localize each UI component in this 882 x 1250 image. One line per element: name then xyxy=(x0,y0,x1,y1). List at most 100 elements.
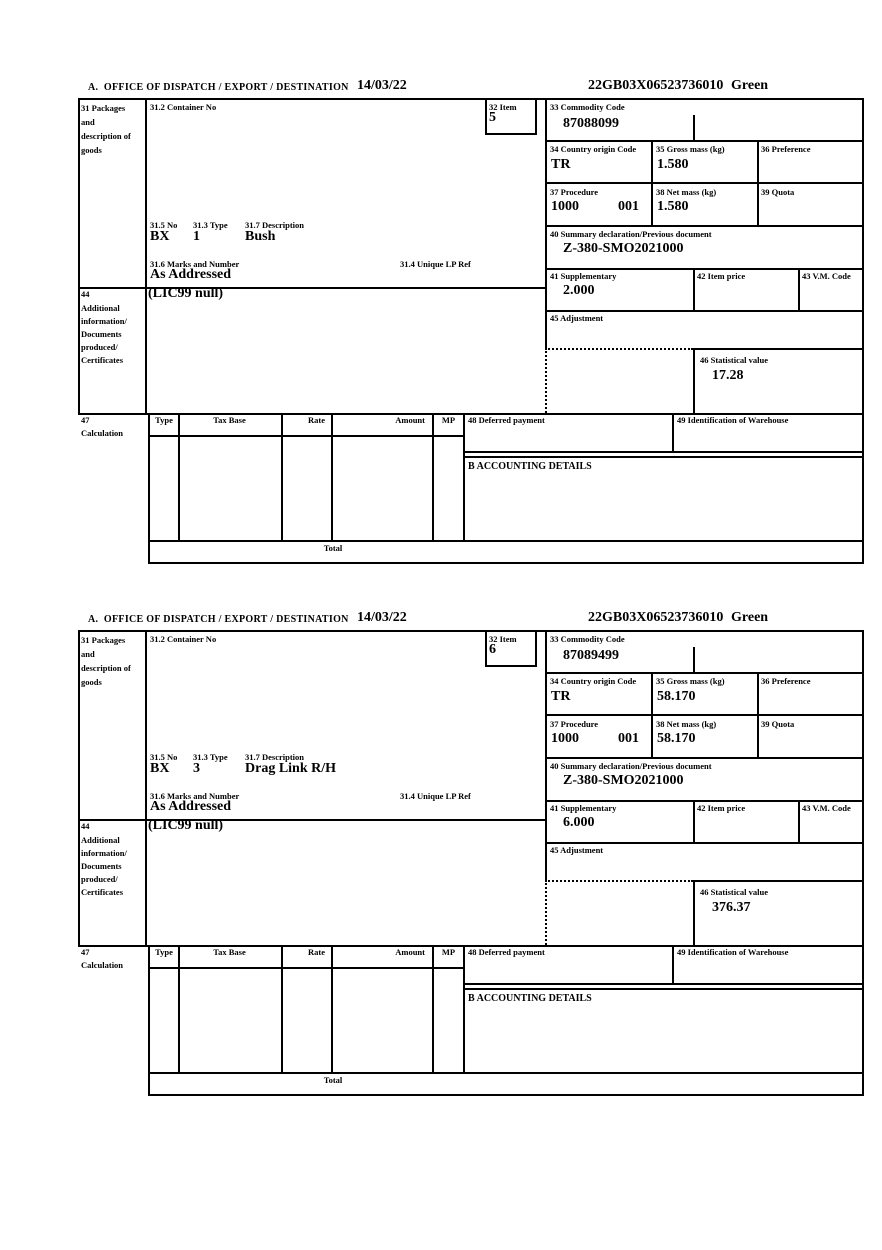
divider-line xyxy=(148,413,150,542)
box44-number: 44 xyxy=(81,289,90,299)
routing-channel: Green xyxy=(731,610,769,625)
accounting-details-label: B ACCOUNTING DETAILS xyxy=(468,461,592,472)
divider-line xyxy=(651,672,653,759)
box35-gross-mass-value: 1.580 xyxy=(657,157,689,172)
calc-col-type: Type xyxy=(155,947,173,957)
divider-line xyxy=(485,98,487,135)
divider-line xyxy=(545,268,864,270)
box47-calculation-label: Calculation xyxy=(81,960,124,970)
box42-item-price-label: 42 Item price xyxy=(697,803,746,813)
calc-col-amount: Amount xyxy=(395,947,425,957)
box33-commodity-value: 87088099 xyxy=(563,116,619,131)
calc-col-tax-base: Tax Base xyxy=(213,415,246,425)
box37-procedure-value: 1000 xyxy=(551,199,579,214)
calc-col-mp: MP xyxy=(441,947,456,957)
movement-reference-number: 22GB03X06523736010 xyxy=(588,610,724,625)
divider-line xyxy=(148,435,465,437)
box43-vm-code-label: 43 V.M. Code xyxy=(802,271,851,281)
box35-gross-mass-label: 35 Gross mass (kg) xyxy=(656,144,725,154)
declaration-date: 14/03/22 xyxy=(357,610,407,625)
box31-6-marks-label: 31.6 Marks and Number xyxy=(150,791,240,801)
divider-line xyxy=(331,945,333,1074)
office-of-dispatch-label: A. OFFICE OF DISPATCH / EXPORT / DESTINA… xyxy=(88,82,349,93)
box38-net-mass-label: 38 Net mass (kg) xyxy=(656,187,717,197)
box42-item-price-label: 42 Item price xyxy=(697,271,746,281)
divider-line xyxy=(545,842,864,844)
box44-additional-info-value: (LIC99 null) xyxy=(148,818,224,833)
divider-line xyxy=(545,140,864,142)
box40-previous-doc-value: Z-380-SMO2021000 xyxy=(563,773,684,788)
divider-line xyxy=(757,140,759,227)
box44-number: 44 xyxy=(81,821,90,831)
box39-quota-label: 39 Quota xyxy=(761,187,795,197)
divider-line xyxy=(693,880,695,947)
box45-adjustment-label: 45 Adjustment xyxy=(550,313,604,323)
divider-line xyxy=(485,630,487,667)
office-of-dispatch-label: A. OFFICE OF DISPATCH / EXPORT / DESTINA… xyxy=(88,614,349,625)
divider-line xyxy=(78,98,80,415)
box31-packages-label: 31 Packages and description of goods xyxy=(81,635,131,687)
box46-statistical-label: 46 Statistical value xyxy=(700,355,768,365)
divider-line xyxy=(862,98,864,564)
divider-line xyxy=(331,413,333,542)
box31-2-container-label: 31.2 Container No xyxy=(150,634,217,644)
box33-commodity-value: 87089499 xyxy=(563,648,619,663)
box34-origin-value: TR xyxy=(551,157,571,172)
box31-3-type-value: 1 xyxy=(193,229,200,244)
divider-line xyxy=(145,630,147,947)
box47-number: 47 xyxy=(81,947,90,957)
dotted-divider-line xyxy=(545,348,547,413)
box40-previous-doc-label: 40 Summary declaration/Previous document xyxy=(550,229,712,239)
box31-6-marks-value: As Addressed xyxy=(150,267,232,282)
box37-procedure-value2: 001 xyxy=(618,199,639,214)
box38-net-mass-value: 1.580 xyxy=(657,199,689,214)
box31-6-marks-value: As Addressed xyxy=(150,799,232,814)
divider-line xyxy=(463,413,465,542)
box49-warehouse-label: 49 Identification of Warehouse xyxy=(677,947,789,957)
divider-line xyxy=(672,945,674,985)
divider-line xyxy=(148,967,465,969)
dotted-divider-line xyxy=(545,880,693,882)
divider-line xyxy=(178,945,180,1074)
box44-additional-info-label: Additional information/ Documents produc… xyxy=(81,303,127,365)
box31-2-container-label: 31.2 Container No xyxy=(150,102,217,112)
divider-line xyxy=(148,945,150,1074)
calc-col-type: Type xyxy=(155,415,173,425)
box31-7-description-value: Drag Link R/H xyxy=(245,761,337,776)
divider-line xyxy=(148,540,864,542)
divider-line xyxy=(672,413,674,453)
box31-5-no-value: BX xyxy=(150,761,170,776)
calc-col-tax-base: Tax Base xyxy=(213,947,246,957)
box32-item-value: 6 xyxy=(489,642,496,657)
calc-col-rate: Rate xyxy=(308,947,325,957)
divider-line xyxy=(148,1072,150,1096)
declaration-item-section: A. OFFICE OF DISPATCH / EXPORT / DESTINA… xyxy=(78,78,868,570)
divider-line xyxy=(485,665,537,667)
divider-line xyxy=(281,413,283,542)
divider-line xyxy=(78,819,547,821)
box31-7-description-label: 31.7 Description xyxy=(245,220,305,230)
box34-origin-value: TR xyxy=(551,689,571,704)
divider-line xyxy=(535,98,537,135)
box31-3-type-label: 31.3 Type xyxy=(193,220,228,230)
divider-line xyxy=(545,672,864,674)
dotted-divider-line xyxy=(545,348,693,350)
movement-reference-number: 22GB03X06523736010 xyxy=(588,78,724,93)
divider-line xyxy=(545,714,864,716)
divider-line xyxy=(862,630,864,1096)
divider-line xyxy=(78,413,864,415)
box36-preference-label: 36 Preference xyxy=(761,676,811,686)
box41-supplementary-label: 41 Supplementary xyxy=(550,271,617,281)
box37-procedure-value2: 001 xyxy=(618,731,639,746)
box38-net-mass-label: 38 Net mass (kg) xyxy=(656,719,717,729)
box31-5-no-label: 31.5 No xyxy=(150,220,178,230)
divider-line xyxy=(545,98,547,350)
box48-deferred-payment-label: 48 Deferred payment xyxy=(468,947,545,957)
divider-line xyxy=(463,456,864,458)
declaration-item-section: A. OFFICE OF DISPATCH / EXPORT / DESTINA… xyxy=(78,610,868,1102)
divider-line xyxy=(545,182,864,184)
box32-item-value: 5 xyxy=(489,110,496,125)
divider-line xyxy=(798,800,800,844)
box38-net-mass-value: 58.170 xyxy=(657,731,696,746)
